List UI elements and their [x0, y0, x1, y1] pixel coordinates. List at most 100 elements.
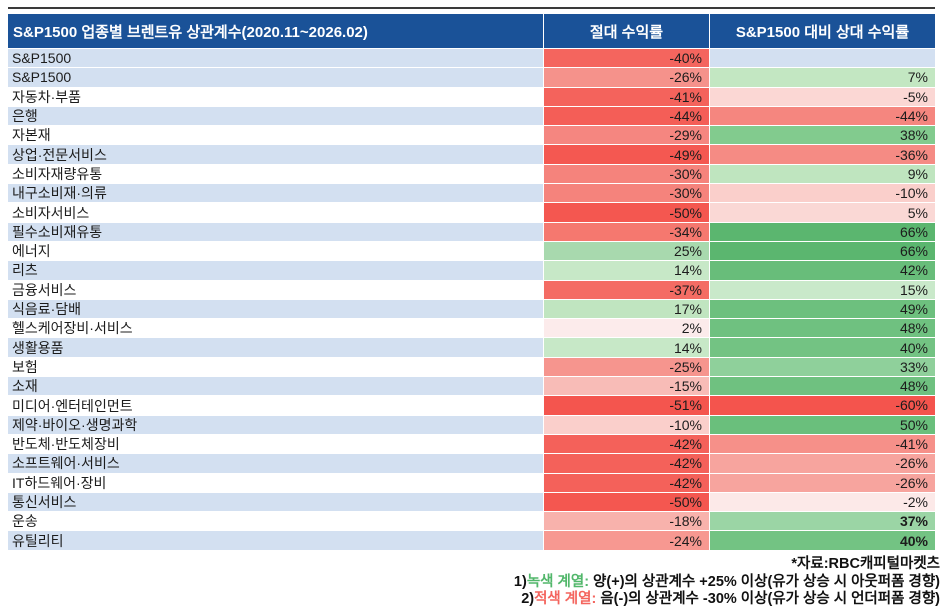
sector-label: 미디어·엔터테인먼트: [8, 396, 543, 415]
absolute-return-cell: -26%: [544, 68, 709, 87]
relative-return-cell: -60%: [710, 396, 935, 415]
sector-label: 유틸리티: [8, 531, 543, 550]
relative-return-cell: -44%: [710, 106, 935, 126]
sector-label: 식음료·담배: [8, 299, 543, 319]
relative-return-cell: 37%: [710, 512, 935, 531]
table-row: 통신서비스 -50% -2%: [8, 492, 935, 512]
table-row: 반도체·반도체장비 -42% -41%: [8, 434, 935, 454]
sector-label: S&P1500: [8, 68, 543, 87]
table-row: 보험 -25% 33%: [8, 357, 935, 377]
relative-return-cell: -2%: [710, 492, 935, 512]
sector-label: 소비자재량유통: [8, 164, 543, 184]
footnotes: *자료:RBC캐피털마켓츠 1)녹색 계열: 양(+)의 상관계수 +25% 이…: [514, 556, 940, 609]
table-row: 소비자서비스 -50% 5%: [8, 203, 935, 222]
relative-return-cell: -26%: [710, 454, 935, 473]
absolute-return-cell: -51%: [544, 396, 709, 415]
table-row: 자동차·부품 -41% -5%: [8, 87, 935, 106]
table-row: 생활용품 14% 40%: [8, 338, 935, 357]
relative-return-cell: 49%: [710, 299, 935, 319]
green-legend-note: 1)녹색 계열: 양(+)의 상관계수 +25% 이상(유가 상승 시 아웃퍼폼…: [514, 574, 940, 592]
table-row: 리츠 14% 42%: [8, 261, 935, 280]
table-row: 소비자재량유통 -30% 9%: [8, 164, 935, 184]
table-row: 금융서비스 -37% 15%: [8, 280, 935, 299]
absolute-return-cell: -50%: [544, 492, 709, 512]
relative-return-cell: 48%: [710, 319, 935, 338]
sector-label: 보험: [8, 357, 543, 377]
absolute-return-cell: -34%: [544, 222, 709, 241]
table-row: IT하드웨어·장비 -42% -26%: [8, 473, 935, 492]
table-row: 소재 -15% 48%: [8, 377, 935, 396]
relative-return-cell: -5%: [710, 87, 935, 106]
absolute-return-cell: -30%: [544, 164, 709, 184]
absolute-return-cell: -29%: [544, 126, 709, 145]
relative-return-cell: -41%: [710, 434, 935, 454]
relative-return-cell: 9%: [710, 164, 935, 184]
sector-label: 소비자서비스: [8, 203, 543, 222]
sector-label: 운송: [8, 512, 543, 531]
absolute-return-cell: -49%: [544, 145, 709, 164]
absolute-return-cell: 25%: [544, 241, 709, 261]
table-row: S&P1500 -40%: [8, 49, 935, 68]
relative-return-cell: -36%: [710, 145, 935, 164]
sector-label: 소재: [8, 377, 543, 396]
table-row: 운송 -18% 37%: [8, 512, 935, 531]
sector-label: 내구소비재·의류: [8, 184, 543, 203]
table-row: 미디어·엔터테인먼트 -51% -60%: [8, 396, 935, 415]
relative-return-cell: 40%: [710, 531, 935, 550]
table-row: 자본재 -29% 38%: [8, 126, 935, 145]
absolute-return-cell: -50%: [544, 203, 709, 222]
source-note: *자료:RBC캐피털마켓츠: [791, 556, 940, 572]
absolute-return-cell: 17%: [544, 299, 709, 319]
absolute-return-cell: -24%: [544, 531, 709, 550]
absolute-return-cell: -42%: [544, 434, 709, 454]
table-row: 유틸리티 -24% 40%: [8, 531, 935, 550]
table-row: 헬스케어장비·서비스 2% 48%: [8, 319, 935, 338]
red-legend-note: 2)적색 계열: 음(-)의 상관계수 -30% 이상(유가 상승 시 언더퍼폼…: [514, 591, 940, 609]
sector-label: 금융서비스: [8, 280, 543, 299]
table-row: 식음료·담배 17% 49%: [8, 299, 935, 319]
relative-return-cell: 7%: [710, 68, 935, 87]
relative-return-cell: 42%: [710, 261, 935, 280]
sector-label: 통신서비스: [8, 492, 543, 512]
sector-label: IT하드웨어·장비: [8, 473, 543, 492]
absolute-return-cell: -18%: [544, 512, 709, 531]
relative-return-cell: 5%: [710, 203, 935, 222]
absolute-return-cell: -30%: [544, 184, 709, 203]
absolute-return-cell: 14%: [544, 338, 709, 357]
relative-return-cell: 33%: [710, 357, 935, 377]
relative-return-cell: 40%: [710, 338, 935, 357]
correlation-table: S&P1500 업종별 브렌트유 상관계수(2020.11~2026.02) 절…: [8, 14, 935, 551]
absolute-return-cell: -15%: [544, 377, 709, 396]
top-rule: [8, 7, 935, 9]
sector-label: 은행: [8, 106, 543, 126]
absolute-return-cell: 14%: [544, 261, 709, 280]
absolute-return-cell: -41%: [544, 87, 709, 106]
sector-label: 리츠: [8, 261, 543, 280]
relative-return-cell: 48%: [710, 377, 935, 396]
absolute-return-cell: 2%: [544, 319, 709, 338]
table-row: 소프트웨어·서비스 -42% -26%: [8, 454, 935, 473]
green-note-prefix: 1): [513, 573, 527, 590]
relative-return-cell: 66%: [710, 222, 935, 241]
absolute-return-cell: -25%: [544, 357, 709, 377]
table-header-row: S&P1500 업종별 브렌트유 상관계수(2020.11~2026.02) 절…: [8, 14, 935, 48]
column-header-absolute-return: 절대 수익률: [544, 14, 709, 48]
table-row: 에너지 25% 66%: [8, 241, 935, 261]
table-row: 내구소비재·의류 -30% -10%: [8, 184, 935, 203]
relative-return-cell: [710, 49, 935, 68]
absolute-return-cell: -44%: [544, 106, 709, 126]
green-note-term: 녹색 계열:: [526, 573, 590, 590]
sector-label: 에너지: [8, 241, 543, 261]
table-row: 제약·바이오·생명과학 -10% 50%: [8, 415, 935, 434]
sector-label: 소프트웨어·서비스: [8, 454, 543, 473]
table-body: S&P1500 -40% S&P1500 -26% 7% 자동차·부품 -41% -5% 은행 -…: [8, 49, 935, 550]
absolute-return-cell: -42%: [544, 454, 709, 473]
relative-return-cell: -26%: [710, 473, 935, 492]
absolute-return-cell: -40%: [544, 49, 709, 68]
red-note-term: 적색 계열:: [534, 591, 597, 607]
sector-label: 제약·바이오·생명과학: [8, 415, 543, 434]
sector-label: S&P1500: [8, 49, 543, 68]
table-row: 필수소비재유통 -34% 66%: [8, 222, 935, 241]
absolute-return-cell: -37%: [544, 280, 709, 299]
table-title: S&P1500 업종별 브렌트유 상관계수(2020.11~2026.02): [8, 14, 543, 48]
